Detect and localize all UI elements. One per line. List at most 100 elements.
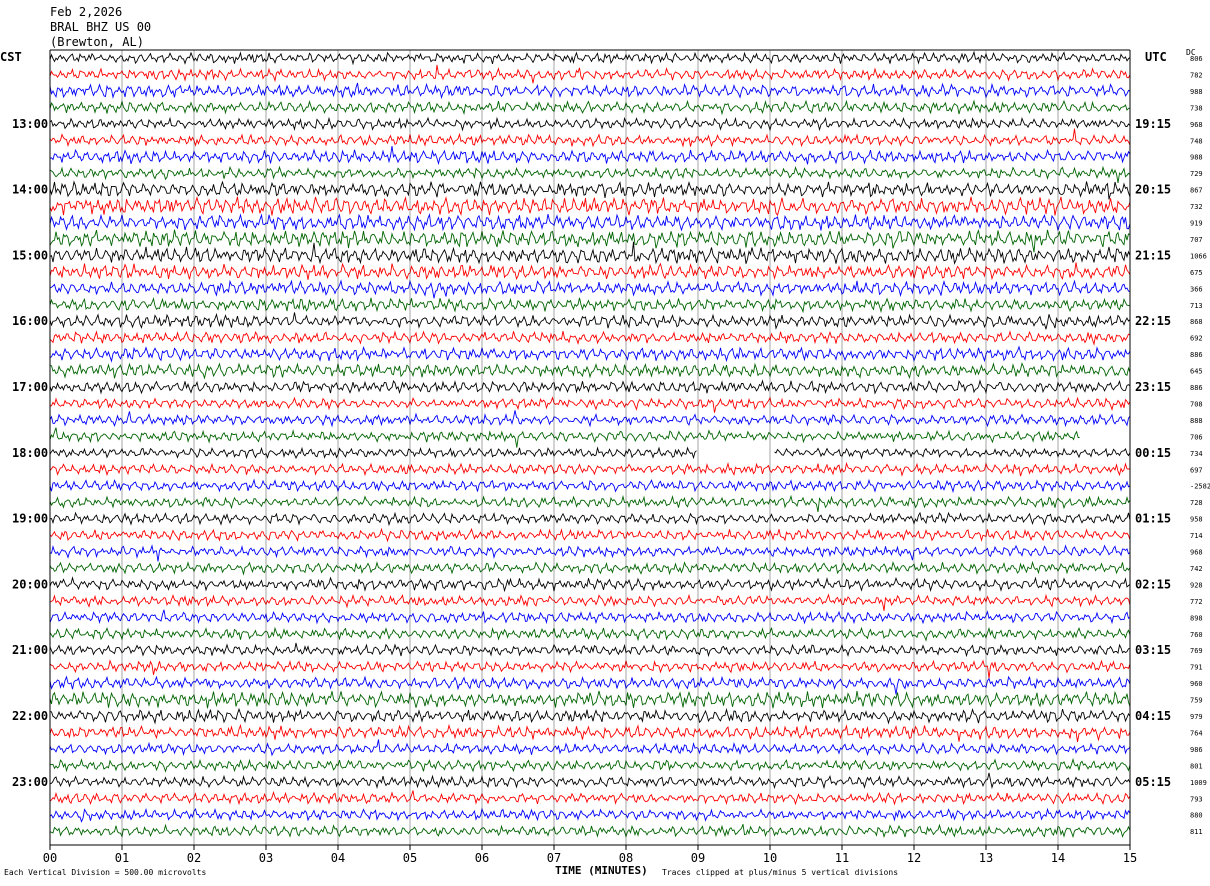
- trace-29: [49, 527, 1131, 543]
- dc-offset-label: 801: [1190, 762, 1203, 770]
- cst-hour-label: 23:00: [12, 775, 48, 789]
- dc-offset-label: 706: [1190, 433, 1203, 441]
- dc-offset-label: 708: [1190, 400, 1203, 408]
- x-tick-label: 12: [907, 851, 921, 865]
- utc-hour-label: 21:15: [1135, 248, 1171, 262]
- scale-note: Each Vertical Division = 500.00 microvol…: [4, 868, 207, 877]
- trace-39: [49, 690, 1131, 709]
- dc-offset-label: 782: [1190, 72, 1203, 80]
- dc-offset-label: 759: [1190, 697, 1203, 705]
- utc-hour-label: 19:15: [1135, 117, 1171, 131]
- utc-hour-label: 03:15: [1135, 643, 1171, 657]
- trace-25: [49, 461, 1131, 477]
- location-label: (Brewton, AL): [50, 35, 144, 49]
- trace-5: [49, 128, 1131, 148]
- x-tick-label: 02: [187, 851, 201, 865]
- dc-offset-label: 760: [1190, 631, 1203, 639]
- trace-27: [49, 494, 1131, 513]
- x-tick-label: 04: [331, 851, 345, 865]
- trace-17: [49, 330, 1131, 346]
- cst-hour-label: 21:00: [12, 643, 48, 657]
- trace-40: [49, 707, 1131, 725]
- trace-group: [49, 50, 1131, 839]
- trace-28: [49, 511, 1131, 527]
- x-tick-label: 10: [763, 851, 777, 865]
- trace-45: [49, 790, 1131, 806]
- trace-23: [49, 427, 1080, 448]
- x-tick-label: 08: [619, 851, 633, 865]
- utc-hour-label: 04:15: [1135, 709, 1171, 723]
- x-tick-label: 05: [403, 851, 417, 865]
- dc-offset-label: 886: [1190, 384, 1203, 392]
- utc-hour-label: 02:15: [1135, 577, 1171, 591]
- trace-42: [49, 739, 1131, 757]
- dc-offset-label: 713: [1190, 302, 1203, 310]
- trace-38: [49, 675, 1131, 695]
- x-tick-label: 07: [547, 851, 561, 865]
- trace-32: [49, 576, 1131, 593]
- dc-offset-label: 769: [1190, 647, 1203, 655]
- trace-46: [49, 807, 1131, 823]
- dc-offset-label: 960: [1190, 680, 1203, 688]
- cst-axis-title: CST: [0, 50, 22, 64]
- cst-hour-label: 17:00: [12, 380, 48, 394]
- dc-offset-label: 868: [1190, 318, 1203, 326]
- trace-9: [49, 196, 1131, 217]
- trace-47: [49, 823, 1131, 839]
- trace-10: [49, 213, 1131, 232]
- dc-offset-label: 867: [1190, 187, 1203, 195]
- dc-offset-label: 714: [1190, 532, 1203, 540]
- trace-21: [49, 396, 1131, 413]
- trace-33: [49, 593, 1131, 611]
- cst-hour-label: 22:00: [12, 709, 48, 723]
- utc-hour-label: 01:15: [1135, 512, 1171, 526]
- dc-offset-label: 675: [1190, 269, 1203, 277]
- dc-offset-label: 729: [1190, 170, 1203, 178]
- dc-offset-label: 645: [1190, 368, 1203, 376]
- trace-12: [49, 241, 1131, 265]
- dc-offset-label: 1066: [1190, 252, 1207, 260]
- dc-offset-label: 988: [1190, 88, 1203, 96]
- x-tick-label: 14: [1051, 851, 1065, 865]
- x-tick-label: 11: [835, 851, 849, 865]
- dc-offset-label: 988: [1190, 154, 1203, 162]
- trace-8: [49, 180, 1131, 200]
- trace-7: [49, 165, 1131, 183]
- trace-0: [49, 50, 1131, 66]
- x-tick-label: 00: [43, 851, 57, 865]
- cst-hour-label: 18:00: [12, 446, 48, 460]
- cst-hour-label: 14:00: [12, 183, 48, 197]
- utc-hour-label: 22:15: [1135, 314, 1171, 328]
- dc-offset-label: 772: [1190, 598, 1203, 606]
- dc-offset-label: 748: [1190, 137, 1203, 145]
- axis-labels: 806 782 988 738 968 748 988 729 867 732 919 707 1066…: [12, 55, 1210, 865]
- dc-offset-label: 811: [1190, 828, 1203, 836]
- x-tick-label: 06: [475, 851, 489, 865]
- utc-hour-label: 00:15: [1135, 446, 1171, 460]
- dc-offset-label: 888: [1190, 417, 1203, 425]
- trace-13: [49, 262, 1131, 281]
- dc-offset-label: 898: [1190, 614, 1203, 622]
- dc-offset-label: 728: [1190, 499, 1203, 507]
- trace-44: [49, 772, 1131, 790]
- cst-hour-label: 15:00: [12, 248, 48, 262]
- dc-offset-label: 958: [1190, 516, 1203, 524]
- dc-offset-label: -25824: [1190, 483, 1210, 491]
- x-tick-label: 09: [691, 851, 705, 865]
- trace-36: [49, 642, 1131, 658]
- cst-hour-label: 13:00: [12, 117, 48, 131]
- dc-offset-label: 986: [1190, 746, 1203, 754]
- dc-offset-label: 806: [1190, 55, 1203, 63]
- dc-offset-label: 928: [1190, 581, 1203, 589]
- x-tick-label: 01: [115, 851, 129, 865]
- x-tick-label: 15: [1123, 851, 1137, 865]
- utc-hour-label: 20:15: [1135, 183, 1171, 197]
- trace-15: [49, 297, 1131, 314]
- trace-30: [49, 544, 1131, 562]
- dc-offset-label: 968: [1190, 549, 1203, 557]
- dc-offset-label: 707: [1190, 236, 1203, 244]
- utc-hour-label: 05:15: [1135, 775, 1171, 789]
- trace-4: [49, 116, 1131, 132]
- dc-offset-label: 697: [1190, 466, 1203, 474]
